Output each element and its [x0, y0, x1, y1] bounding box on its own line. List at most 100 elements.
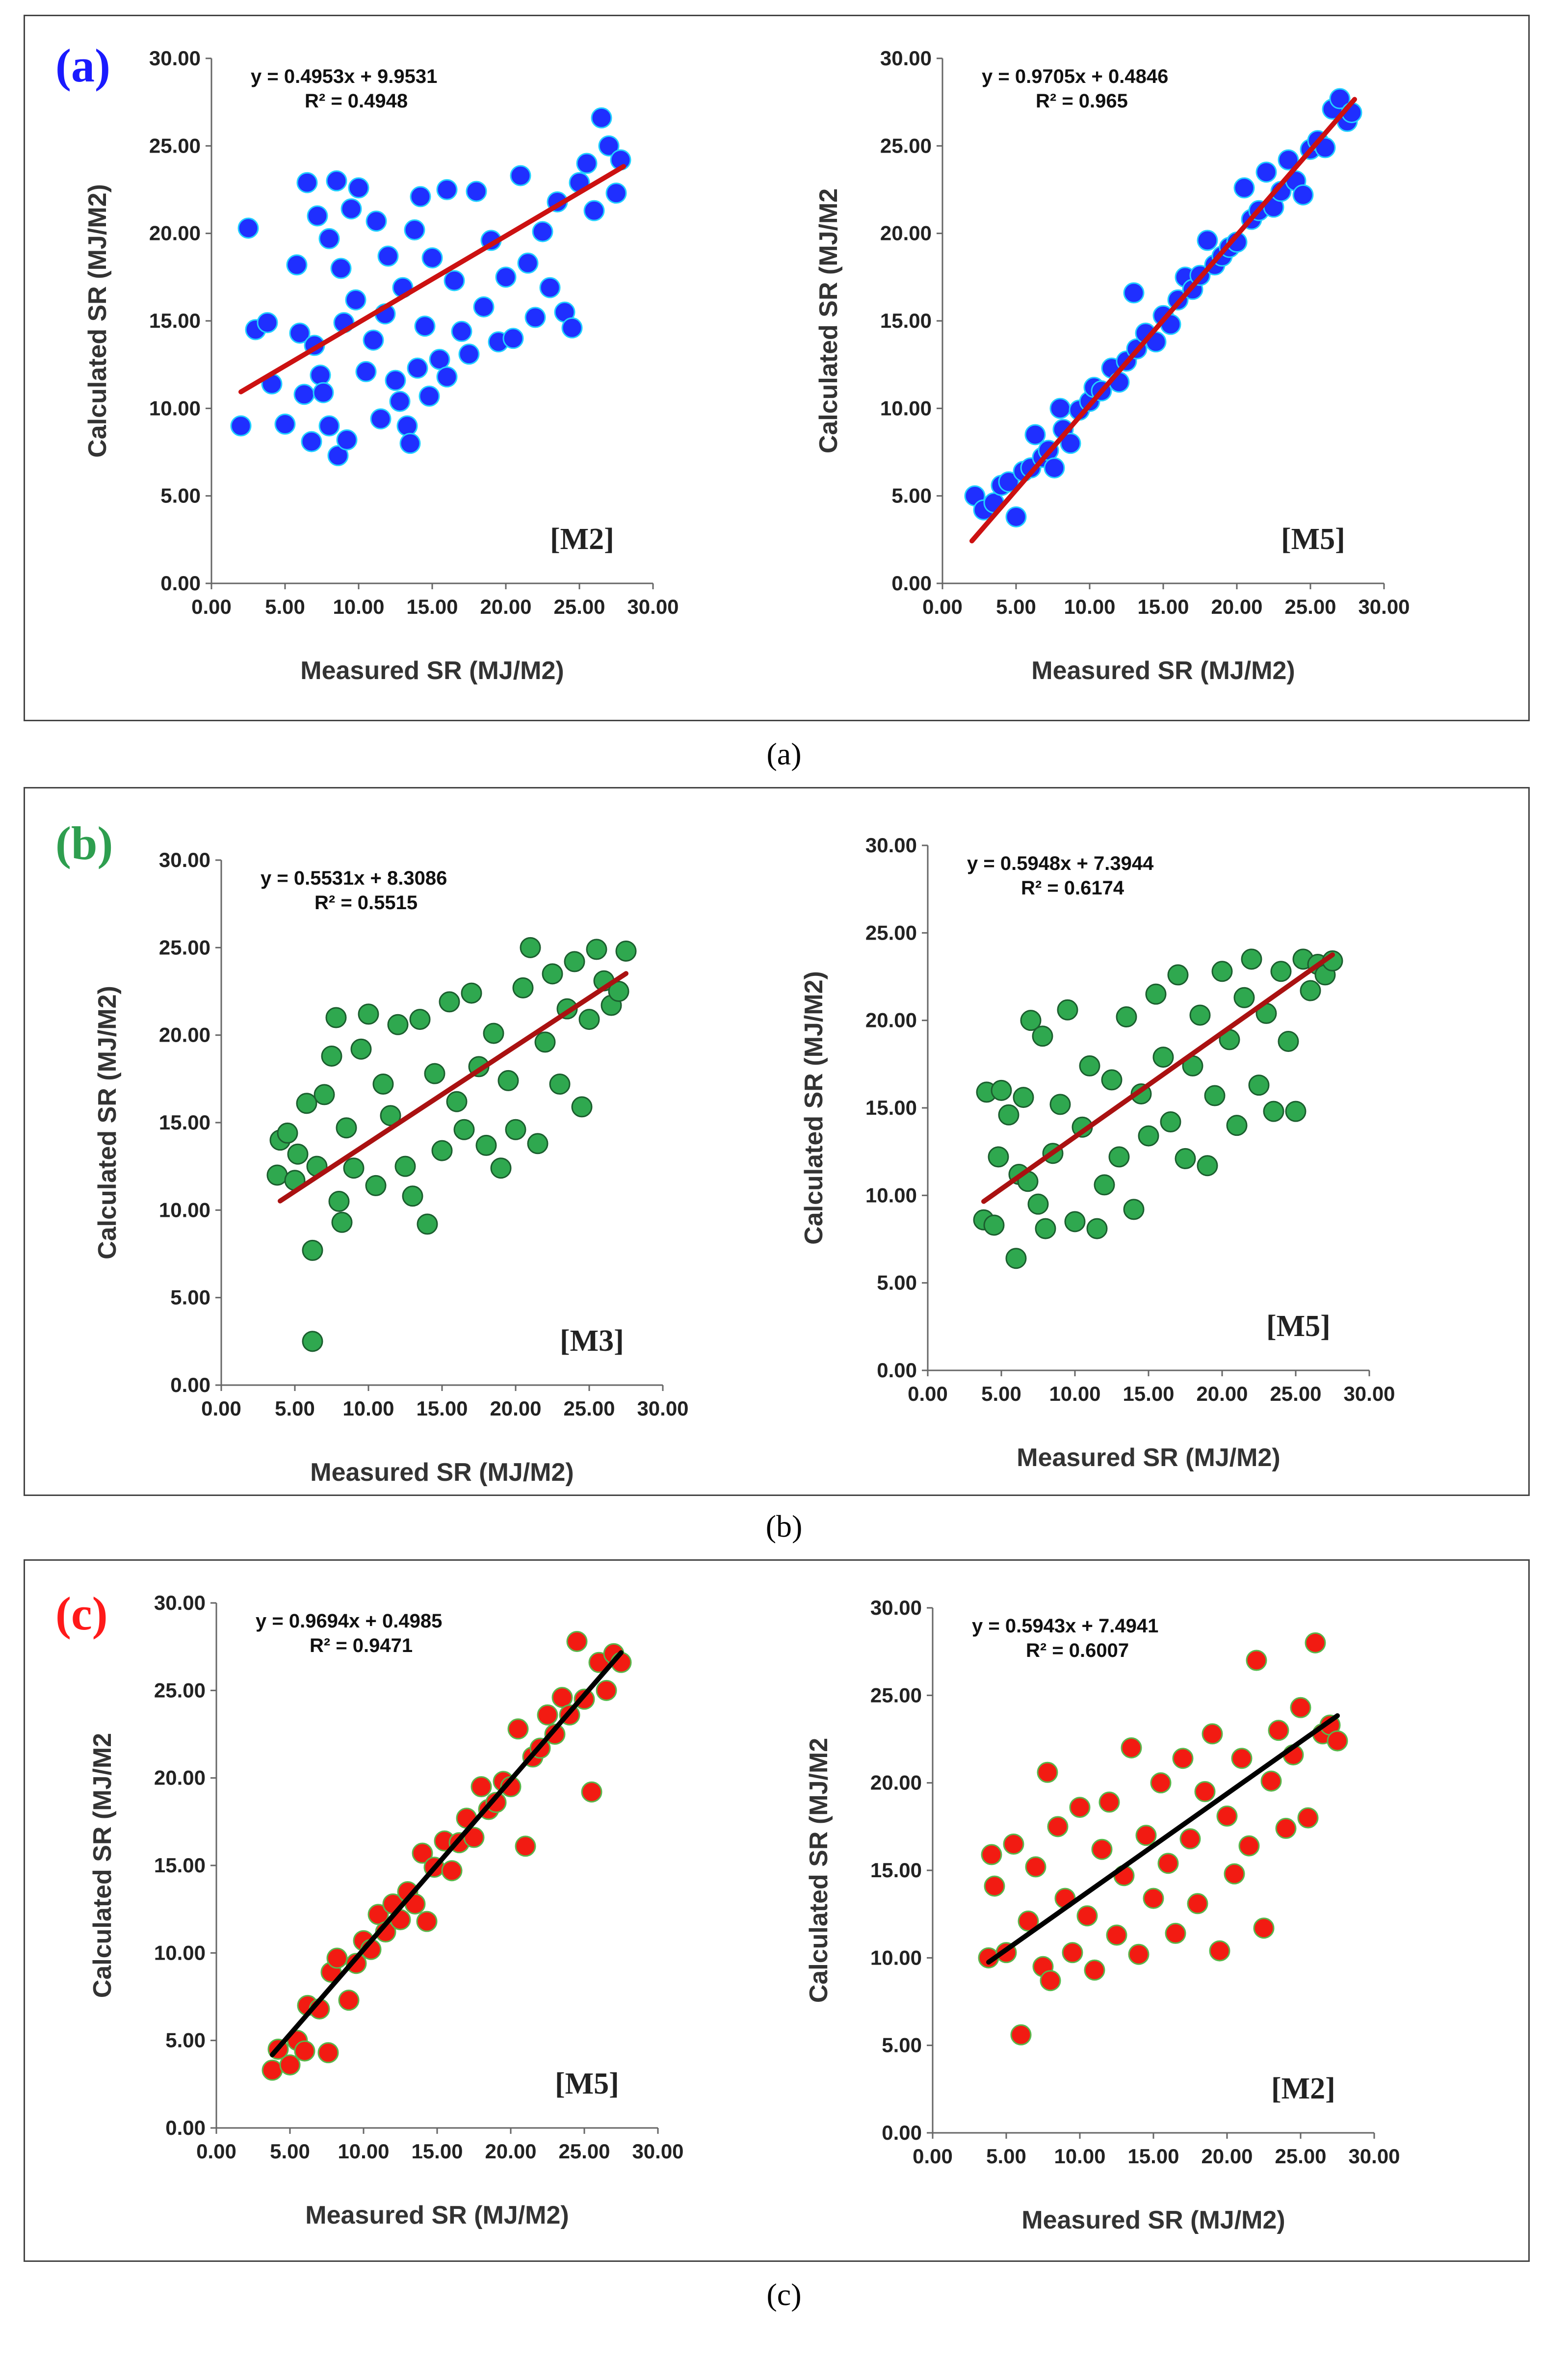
data-point	[302, 1331, 323, 1352]
data-point	[402, 1185, 423, 1207]
data-point	[598, 135, 620, 157]
data-point	[429, 348, 450, 370]
regression-equation: y = 0.5948x + 7.3944	[967, 853, 1154, 874]
data-point	[387, 1014, 409, 1035]
data-point	[336, 429, 358, 451]
data-point	[984, 1875, 1005, 1897]
data-point	[1032, 1025, 1053, 1047]
data-point	[517, 252, 539, 274]
x-tick-label: 0.00	[196, 2140, 236, 2163]
data-point	[1035, 1218, 1056, 1239]
x-axis-title: Measured SR (MJ/M2)	[310, 1458, 574, 1487]
data-point	[1138, 1125, 1159, 1147]
panel-label-c: (c)	[55, 1587, 108, 1640]
data-point	[1143, 1888, 1164, 1909]
regression-equation: y = 0.9705x + 0.4846	[982, 66, 1168, 87]
data-point	[1150, 1772, 1172, 1794]
data-point	[345, 1953, 367, 1974]
data-point	[1084, 1959, 1105, 1981]
data-point	[1157, 1853, 1179, 1874]
trend-line	[238, 164, 626, 394]
data-point	[1175, 1148, 1196, 1169]
data-point	[1037, 1761, 1058, 1783]
data-point	[542, 963, 563, 985]
data-point	[581, 1781, 602, 1803]
x-tick-label: 10.00	[1064, 595, 1115, 618]
data-point	[421, 247, 443, 269]
data-point	[1123, 282, 1145, 304]
y-tick-label: 0.00	[160, 572, 201, 595]
data-point	[348, 177, 369, 199]
data-point	[286, 254, 308, 276]
data-point	[596, 1679, 617, 1701]
data-point	[1327, 1730, 1348, 1752]
data-point	[330, 258, 352, 279]
r-squared: R² = 0.5515	[314, 892, 418, 914]
data-point	[1270, 961, 1292, 982]
data-point	[410, 186, 431, 208]
data-point	[1167, 964, 1189, 986]
data-point	[1197, 230, 1218, 251]
data-point	[470, 1776, 492, 1797]
x-tick-label: 30.00	[627, 595, 679, 618]
data-point	[289, 322, 311, 344]
data-point	[524, 307, 546, 328]
data-point	[1329, 88, 1351, 109]
data-point	[512, 977, 534, 998]
data-point	[495, 266, 517, 288]
x-tick-label: 5.00	[986, 2145, 1026, 2168]
y-tick-label: 15.00	[865, 1096, 917, 1119]
chart-b-right: 0.00 5.00 10.00 15.00 20.00 25.00 30.00 0.00 5.0…	[800, 834, 1395, 1472]
y-tick-label: 20.00	[154, 1766, 206, 1789]
data-point	[396, 415, 418, 437]
data-point	[1069, 1797, 1091, 1818]
data-point	[266, 1164, 288, 1186]
data-point	[1233, 177, 1255, 199]
y-tick-label: 20.00	[159, 1023, 210, 1047]
chart-c-right: 0.00 5.00 10.00 15.00 20.00 25.00 30.00 0.00 5.0…	[805, 1596, 1400, 2234]
data-point	[983, 1214, 1005, 1236]
x-tick-label: 25.00	[558, 2140, 610, 2163]
data-point	[453, 1119, 475, 1140]
x-tick-label: 25.00	[563, 1397, 615, 1420]
data-point	[1209, 1940, 1230, 1962]
data-point	[274, 413, 296, 435]
data-point	[302, 1239, 323, 1261]
panel-label-b: (b)	[55, 817, 113, 869]
data-point	[446, 1091, 468, 1112]
x-tick-label: 25.00	[1270, 1382, 1321, 1405]
x-tick-label: 5.00	[265, 595, 305, 618]
data-point	[1194, 1781, 1216, 1802]
data-point	[1121, 1737, 1142, 1758]
data-point	[505, 1119, 526, 1140]
r-squared: R² = 0.6007	[1026, 1640, 1129, 1661]
y-tick-label: 0.00	[165, 2116, 206, 2139]
data-point	[586, 939, 607, 960]
x-tick-label: 25.00	[553, 595, 605, 618]
data-point	[1003, 1834, 1024, 1855]
data-point	[1098, 1791, 1120, 1813]
data-point	[485, 1792, 507, 1813]
data-point	[1160, 1111, 1181, 1133]
data-point	[1263, 1101, 1284, 1122]
data-point	[407, 357, 428, 379]
data-point	[1108, 1146, 1130, 1168]
data-point	[1233, 987, 1255, 1008]
y-axis-title: Calculated SR (MJ/M2	[88, 1733, 117, 1998]
data-point	[441, 1860, 463, 1882]
data-point	[576, 153, 598, 174]
data-point	[1211, 961, 1233, 982]
data-point	[372, 1074, 394, 1095]
regression-equation: y = 0.5943x + 7.4941	[972, 1615, 1158, 1637]
data-point	[473, 296, 495, 317]
data-point	[409, 1009, 431, 1030]
panel-a: (a) 0.00 5.00 10.00 15.00 20.00 25.00 30.00 0.0…	[24, 15, 1530, 721]
data-point	[1268, 1720, 1289, 1741]
data-point	[325, 1007, 347, 1028]
data-point	[327, 445, 349, 467]
data-point	[1187, 1893, 1208, 1915]
data-point	[1197, 1155, 1218, 1177]
y-tick-label: 20.00	[149, 222, 201, 245]
data-point	[340, 198, 362, 220]
data-point	[444, 270, 465, 291]
